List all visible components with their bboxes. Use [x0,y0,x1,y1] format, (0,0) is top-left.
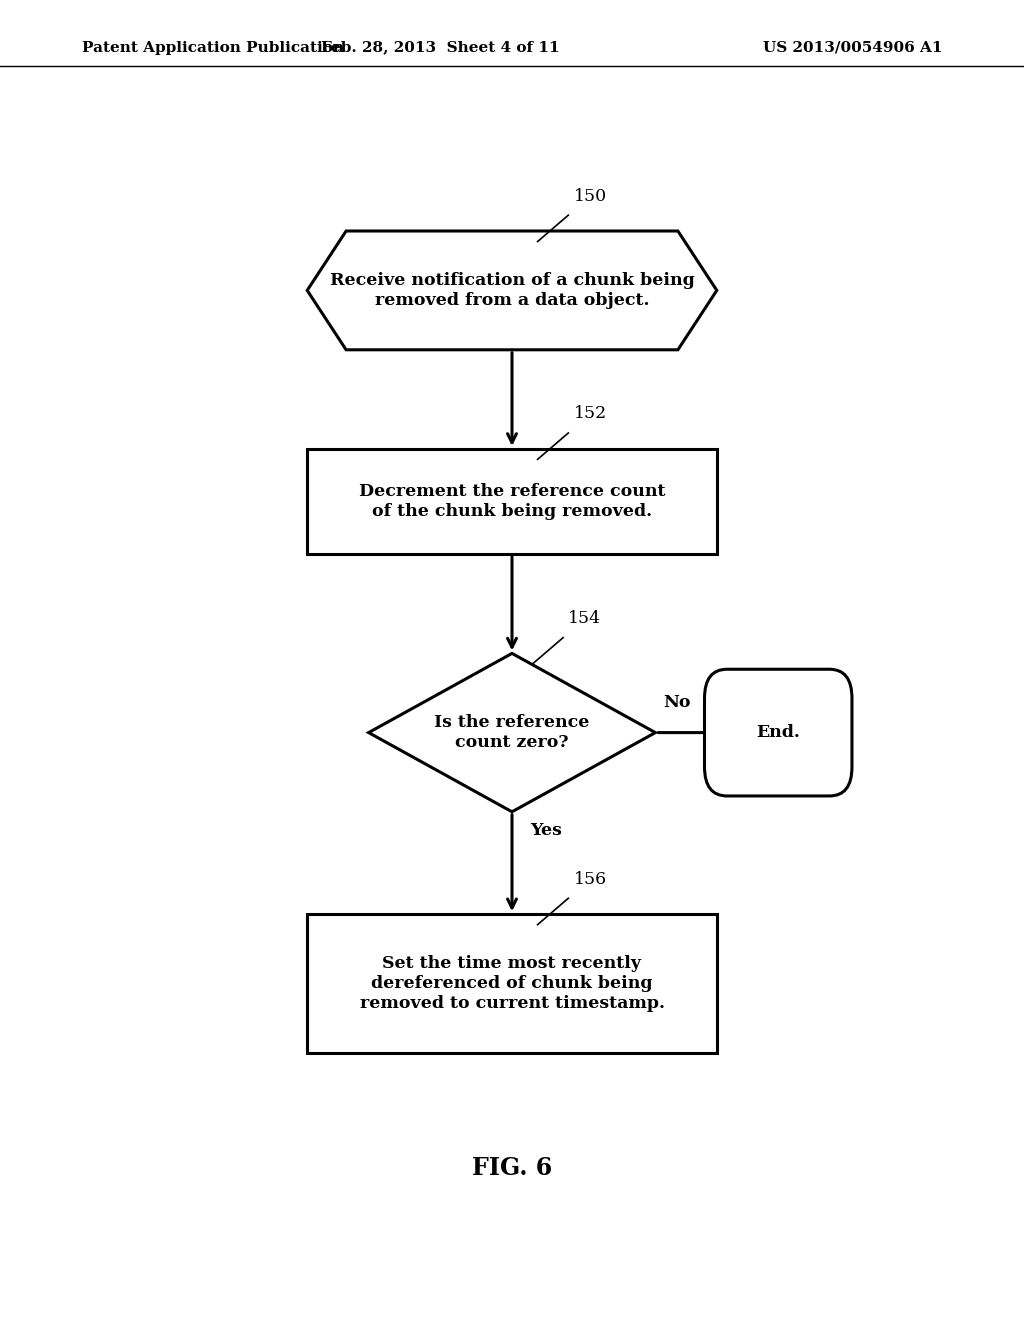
Text: 156: 156 [573,871,606,887]
Text: End.: End. [757,725,800,741]
Text: Yes: Yes [530,822,562,840]
Text: 154: 154 [568,610,601,627]
Text: FIG. 6: FIG. 6 [472,1156,552,1180]
Text: Feb. 28, 2013  Sheet 4 of 11: Feb. 28, 2013 Sheet 4 of 11 [321,41,560,54]
Text: Patent Application Publication: Patent Application Publication [82,41,344,54]
Text: Set the time most recently
dereferenced of chunk being
removed to current timest: Set the time most recently dereferenced … [359,956,665,1011]
Text: 150: 150 [573,187,606,205]
Polygon shape [369,653,655,812]
Text: Is the reference
count zero?: Is the reference count zero? [434,714,590,751]
Text: Receive notification of a chunk being
removed from a data object.: Receive notification of a chunk being re… [330,272,694,309]
Text: US 2013/0054906 A1: US 2013/0054906 A1 [763,41,942,54]
Text: No: No [664,694,691,711]
FancyBboxPatch shape [705,669,852,796]
FancyBboxPatch shape [307,913,717,1053]
Text: Decrement the reference count
of the chunk being removed.: Decrement the reference count of the chu… [358,483,666,520]
Text: 152: 152 [573,405,606,422]
FancyBboxPatch shape [307,449,717,554]
Polygon shape [307,231,717,350]
